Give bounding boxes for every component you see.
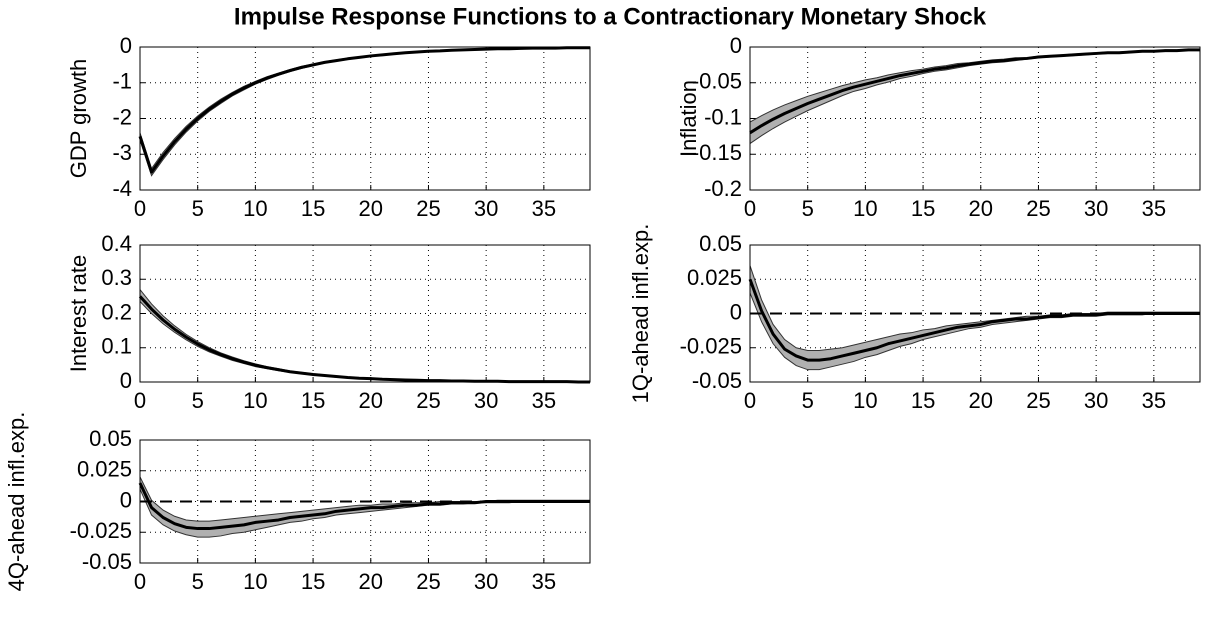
y-tick-label: 0 [120, 487, 132, 512]
x-tick-label: 0 [134, 569, 146, 594]
y-tick-label: -4 [112, 176, 132, 201]
y-tick-label: 0 [120, 368, 132, 393]
y-tick-label: 0.3 [101, 265, 132, 290]
x-tick-label: 20 [969, 196, 993, 221]
x-tick-label: 30 [1084, 196, 1108, 221]
y-tick-label: 0 [730, 299, 742, 324]
panel: 0 0.1 0.2 0.3 0.4 0 5 10 15 20 25 30 35 Interest rate [66, 231, 591, 413]
plot-frame [139, 46, 591, 191]
x-tick-label: 20 [359, 569, 383, 594]
x-tick-label: 5 [192, 569, 204, 594]
x-tick-label: 25 [1026, 388, 1050, 413]
x-tick-label: 35 [532, 569, 556, 594]
x-tick-label: 35 [1142, 388, 1166, 413]
x-tick-label: 10 [243, 569, 267, 594]
y-tick-label: -0.05 [82, 549, 132, 574]
response-line [748, 278, 1200, 362]
x-tick-label: 25 [1026, 196, 1050, 221]
x-tick-label: 35 [532, 388, 556, 413]
x-tick-label: 30 [474, 196, 498, 221]
plot-frame [139, 244, 591, 383]
x-tick-label: 15 [301, 569, 325, 594]
panel: -0.05 -0.025 0 0.025 0.05 0 5 10 15 20 25 30 35 1Q-ah… [628, 224, 1201, 413]
confidence-band [750, 265, 1200, 370]
x-tick-label: 15 [911, 196, 935, 221]
response-line [138, 46, 590, 174]
y-tick-label: 0.1 [101, 334, 132, 359]
plot-frame [749, 46, 1201, 191]
x-tick-label: 5 [192, 388, 204, 413]
x-tick-label: 35 [532, 196, 556, 221]
y-tick-label: 0.05 [89, 426, 132, 451]
y-tick-label: -0.15 [692, 140, 742, 165]
x-tick-label: 5 [192, 196, 204, 221]
y-tick-label: -0.05 [692, 368, 742, 393]
x-tick-label: 35 [1142, 196, 1166, 221]
plot-frame [139, 439, 591, 564]
y-tick-label: -0.05 [692, 69, 742, 94]
y-tick-label: 0.025 [77, 457, 132, 482]
x-tick-label: 15 [301, 196, 325, 221]
y-tick-label: 0.4 [101, 231, 132, 256]
x-tick-label: 5 [802, 196, 814, 221]
y-tick-label: -3 [112, 140, 132, 165]
x-tick-label: 10 [853, 388, 877, 413]
y-tick-label: 0 [730, 33, 742, 58]
x-tick-label: 25 [416, 569, 440, 594]
y-tick-label: -0.2 [704, 176, 742, 201]
x-tick-label: 0 [134, 388, 146, 413]
y-axis-label: 1Q-ahead infl.exp. [628, 224, 653, 404]
x-tick-label: 0 [744, 196, 756, 221]
y-tick-label: 0.2 [101, 299, 132, 324]
y-tick-label: -0.025 [70, 518, 132, 543]
response-line [138, 482, 590, 531]
y-tick-label: 0.025 [687, 265, 742, 290]
y-tick-label: 0.05 [699, 231, 742, 256]
x-tick-label: 25 [416, 388, 440, 413]
panel: -4 -3 -2 -1 0 0 5 10 15 20 25 30 35 GDP growth [66, 33, 591, 221]
x-tick-label: 5 [802, 388, 814, 413]
y-axis-label: Inflation [676, 80, 701, 157]
x-tick-label: 30 [474, 569, 498, 594]
x-tick-label: 15 [301, 388, 325, 413]
response-line [749, 48, 1200, 135]
y-tick-label: 0 [120, 33, 132, 58]
y-tick-label: -0.1 [704, 104, 742, 129]
y-tick-label: -2 [112, 104, 132, 129]
panel: -0.05 -0.025 0 0.025 0.05 0 5 10 15 20 25 30 35 4Q-ah… [4, 412, 591, 594]
x-tick-label: 0 [744, 388, 756, 413]
x-tick-label: 25 [416, 196, 440, 221]
panel: -0.2 -0.15 -0.1 -0.05 0 0 5 10 15 20 25 30 35 Inflati… [676, 33, 1201, 221]
x-tick-label: 10 [243, 196, 267, 221]
x-tick-label: 10 [853, 196, 877, 221]
y-tick-label: -1 [112, 69, 132, 94]
x-tick-label: 20 [969, 388, 993, 413]
x-tick-label: 20 [359, 196, 383, 221]
x-tick-label: 20 [359, 388, 383, 413]
y-axis-label: 4Q-ahead infl.exp. [4, 412, 29, 592]
x-tick-label: 15 [911, 388, 935, 413]
y-axis-label: GDP growth [66, 59, 91, 178]
plot-frame [749, 244, 1201, 383]
x-tick-label: 30 [1084, 388, 1108, 413]
y-tick-label: -0.025 [680, 334, 742, 359]
x-tick-label: 0 [134, 196, 146, 221]
figure-title: Impulse Response Functions to a Contract… [234, 3, 987, 30]
x-tick-label: 30 [474, 388, 498, 413]
y-axis-label: Interest rate [66, 255, 91, 372]
x-tick-label: 10 [243, 388, 267, 413]
